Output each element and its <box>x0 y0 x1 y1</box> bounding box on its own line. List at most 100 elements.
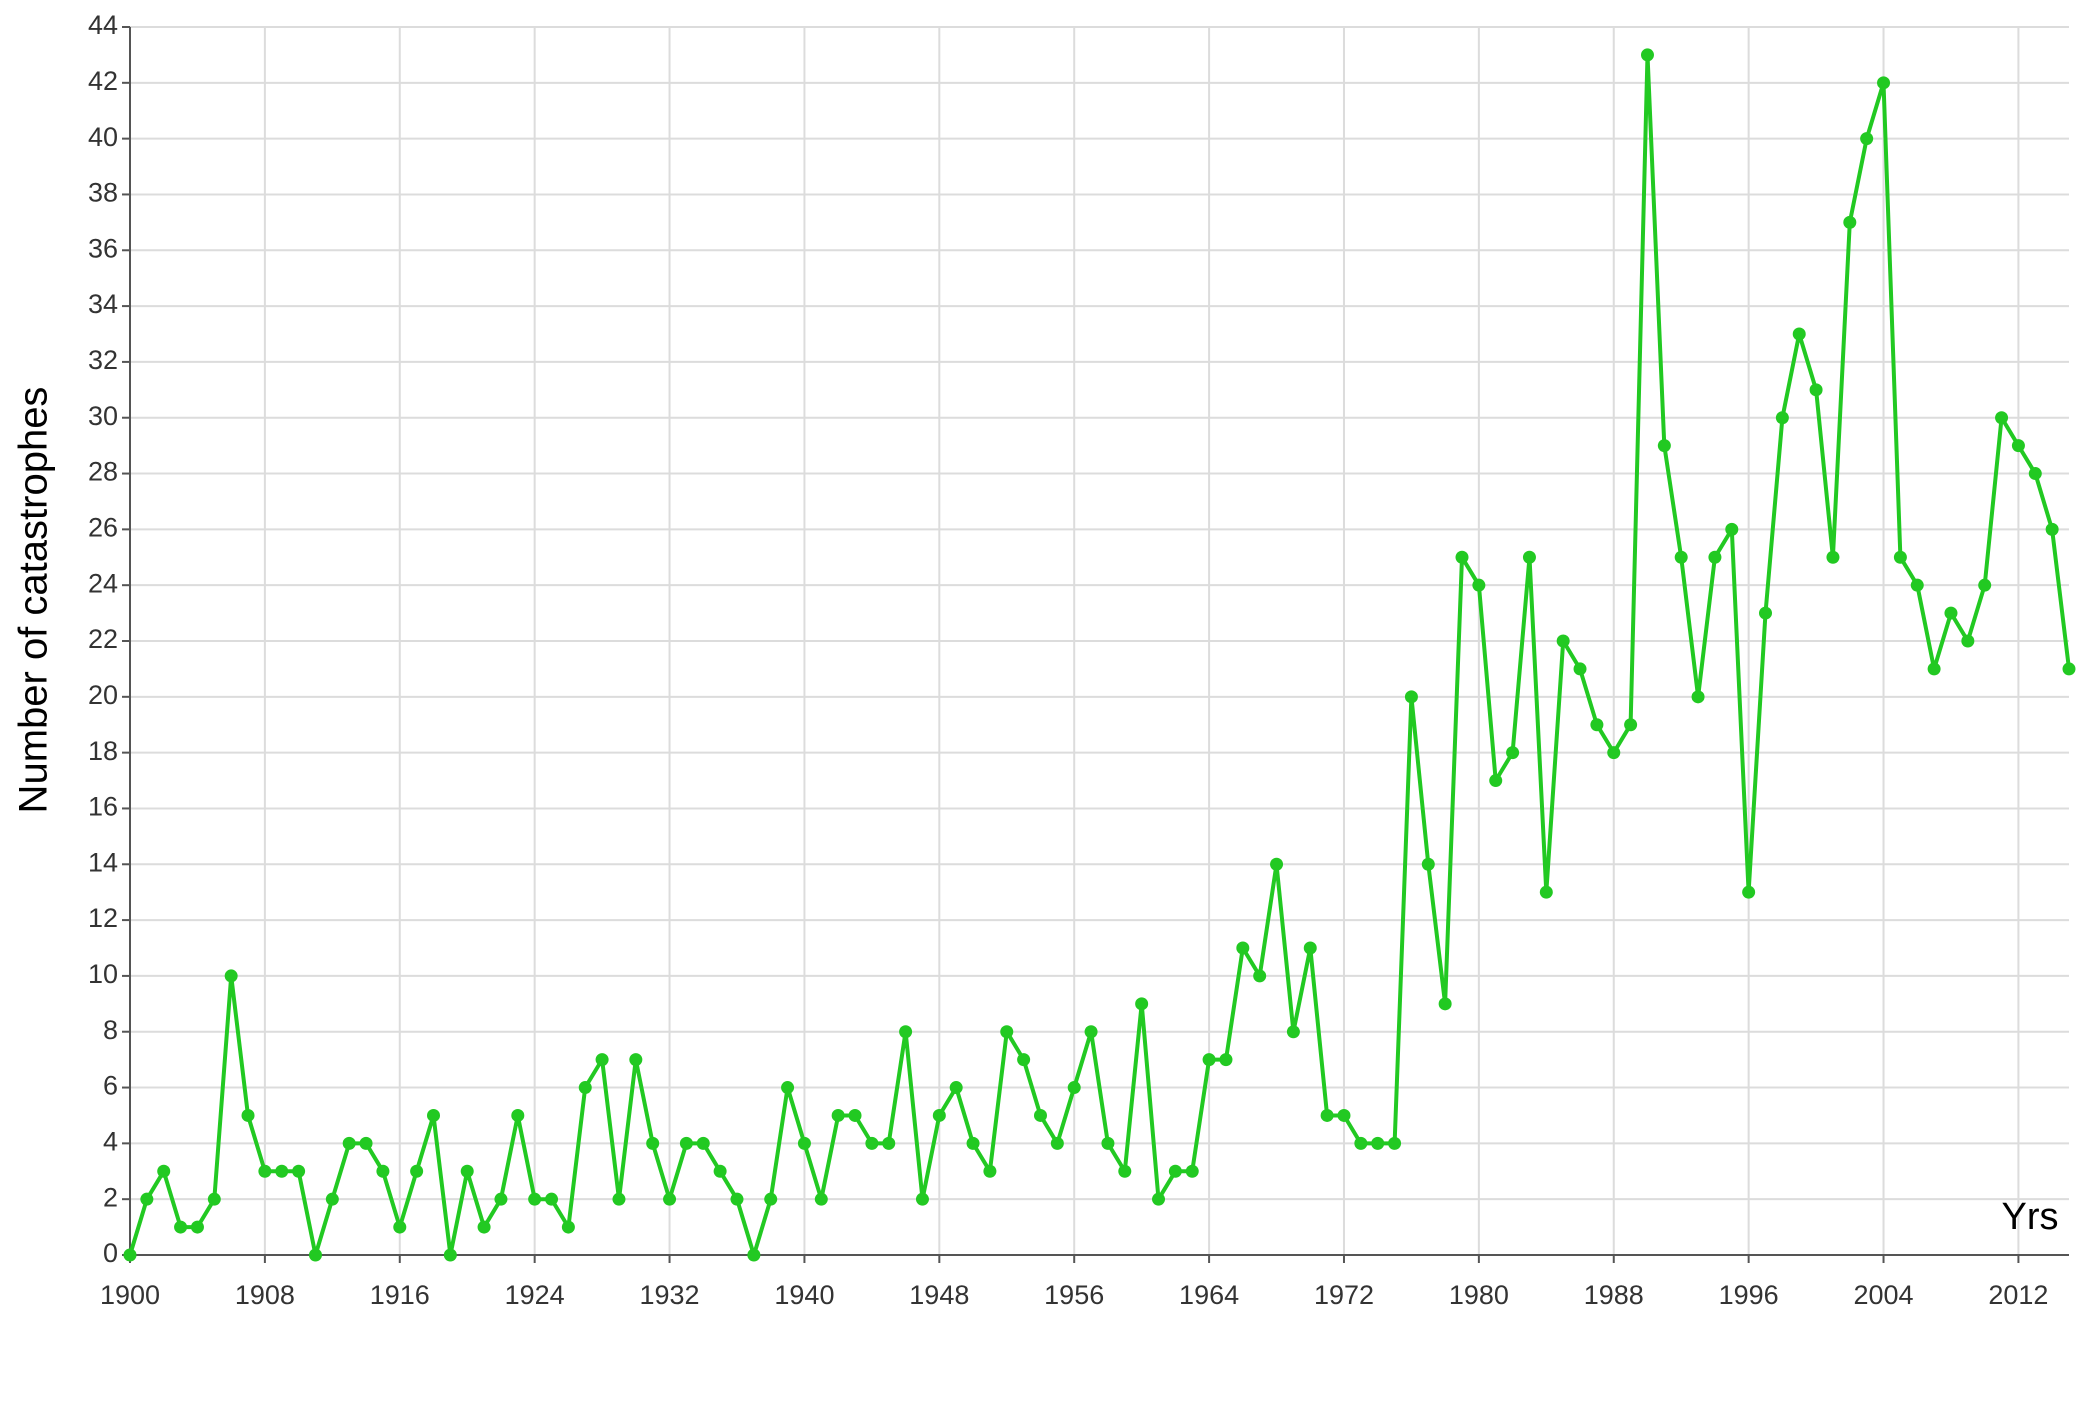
data-point <box>1590 718 1604 732</box>
y-tick-label: 10 <box>88 959 118 989</box>
data-point <box>612 1192 626 1206</box>
data-point <box>1000 1025 1014 1039</box>
y-tick-label: 38 <box>88 178 118 208</box>
y-tick-label: 4 <box>103 1126 118 1156</box>
x-tick-label: 1956 <box>1044 1280 1104 1310</box>
y-tick-label: 6 <box>103 1071 118 1101</box>
data-point <box>1573 662 1587 676</box>
data-point <box>545 1192 559 1206</box>
y-axis-label: Number of catastrophes <box>12 387 56 814</box>
data-point <box>460 1164 474 1178</box>
data-point <box>241 1108 255 1122</box>
data-point <box>2011 439 2025 453</box>
data-point <box>848 1108 862 1122</box>
data-point <box>1742 885 1756 899</box>
data-point <box>410 1164 424 1178</box>
y-tick-label: 28 <box>88 457 118 487</box>
x-tick-label: 1996 <box>1719 1280 1779 1310</box>
data-point <box>764 1192 778 1206</box>
data-point <box>1084 1025 1098 1039</box>
x-tick-label: 1972 <box>1314 1280 1374 1310</box>
data-point <box>1775 411 1789 425</box>
x-tick-label: 1908 <box>235 1280 295 1310</box>
data-point <box>2028 467 2042 481</box>
data-point <box>679 1136 693 1150</box>
y-tick-label: 32 <box>88 345 118 375</box>
data-point <box>1270 857 1284 871</box>
data-point <box>1033 1108 1047 1122</box>
data-point <box>1792 327 1806 341</box>
data-point <box>882 1136 896 1150</box>
y-tick-label: 26 <box>88 512 118 542</box>
y-tick-label: 12 <box>88 903 118 933</box>
data-point <box>1135 997 1149 1011</box>
data-point <box>123 1248 137 1262</box>
y-tick-label: 8 <box>103 1015 118 1045</box>
data-point <box>443 1248 457 1262</box>
y-tick-label: 16 <box>88 792 118 822</box>
data-point <box>1455 550 1469 564</box>
data-point <box>1050 1136 1064 1150</box>
y-tick-label: 36 <box>88 233 118 263</box>
data-point <box>1202 1053 1216 1067</box>
data-point <box>696 1136 710 1150</box>
data-point <box>1759 606 1773 620</box>
data-point <box>1118 1164 1132 1178</box>
data-point <box>528 1192 542 1206</box>
data-point <box>1522 550 1536 564</box>
data-point <box>1927 662 1941 676</box>
data-point <box>1725 522 1739 536</box>
data-point <box>1337 1108 1351 1122</box>
data-point <box>1354 1136 1368 1150</box>
data-point <box>2062 662 2076 676</box>
data-point <box>1286 1025 1300 1039</box>
data-point <box>865 1136 879 1150</box>
data-point <box>275 1164 289 1178</box>
data-point <box>899 1025 913 1039</box>
data-point <box>1995 411 2009 425</box>
data-point <box>629 1053 643 1067</box>
data-point <box>325 1192 339 1206</box>
data-point <box>376 1164 390 1178</box>
data-point <box>190 1220 204 1234</box>
data-point <box>1708 550 1722 564</box>
data-point <box>1236 941 1250 955</box>
data-point <box>426 1108 440 1122</box>
y-tick-label: 34 <box>88 289 118 319</box>
data-point <box>1320 1108 1334 1122</box>
data-point <box>494 1192 508 1206</box>
data-point <box>1944 606 1958 620</box>
y-tick-label: 24 <box>88 568 118 598</box>
y-tick-label: 2 <box>103 1182 118 1212</box>
data-point <box>1219 1053 1233 1067</box>
data-point <box>292 1164 306 1178</box>
data-point <box>1185 1164 1199 1178</box>
data-point <box>646 1136 660 1150</box>
data-point <box>1961 634 1975 648</box>
data-point <box>1303 941 1317 955</box>
data-point <box>1674 550 1688 564</box>
data-point <box>713 1164 727 1178</box>
data-point <box>561 1220 575 1234</box>
data-point <box>207 1192 221 1206</box>
data-point <box>578 1081 592 1095</box>
data-point <box>814 1192 828 1206</box>
data-point <box>1556 634 1570 648</box>
x-tick-label: 1924 <box>505 1280 565 1310</box>
x-tick-label: 1964 <box>1179 1280 1239 1310</box>
data-point <box>1152 1192 1166 1206</box>
data-point <box>983 1164 997 1178</box>
data-point <box>1421 857 1435 871</box>
x-tick-label: 1948 <box>909 1280 969 1310</box>
data-point <box>1657 439 1671 453</box>
data-point <box>1388 1136 1402 1150</box>
data-point <box>1877 76 1891 90</box>
data-point <box>224 969 238 983</box>
data-point <box>1860 132 1874 146</box>
data-point <box>1910 578 1924 592</box>
data-point <box>393 1220 407 1234</box>
data-point <box>966 1136 980 1150</box>
data-point <box>1168 1164 1182 1178</box>
x-tick-label: 1916 <box>370 1280 430 1310</box>
